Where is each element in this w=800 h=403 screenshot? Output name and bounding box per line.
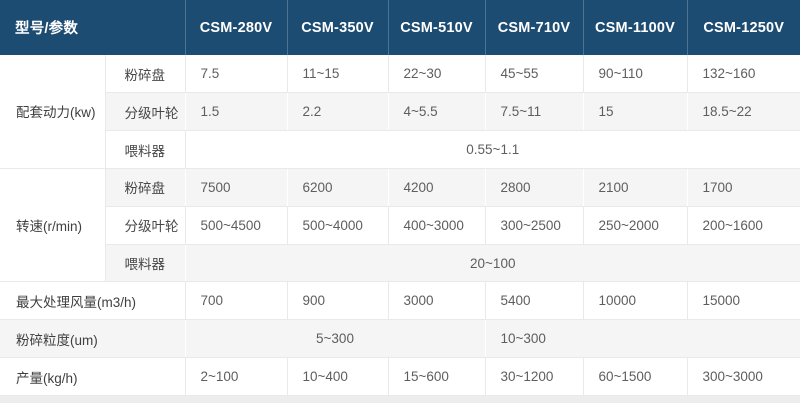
row-label-cell: 粉碎粒度(um) [0, 319, 186, 359]
value-cell: 11~15 [287, 55, 389, 94]
value-cell: 300~3000 [687, 357, 800, 396]
table-row: 配套动力(kw) 粉碎盘 7.5 11~15 22~30 45~55 90~11… [0, 55, 800, 169]
value-cell: 7.5 [185, 55, 288, 94]
value-cell: 15~600 [388, 357, 486, 396]
value-cell: 7.5~11 [485, 92, 584, 132]
table-row: 粉碎粒度(um) 5~300 10~300 [0, 319, 800, 359]
value-cell: 7500 [185, 168, 288, 207]
sub-label-cell: 粉碎盘 [105, 168, 186, 207]
value-cell: 2.2 [287, 92, 389, 132]
value-cell: 2~100 [185, 357, 288, 396]
value-cell: 6200 [287, 168, 389, 207]
span-value-cell: 5~300 [185, 319, 486, 359]
span-value-cell: 20~100 [185, 244, 800, 283]
value-cell: 900 [287, 281, 389, 321]
model-column-header: CSM-280V [184, 0, 287, 55]
value-cell: 60~1500 [583, 357, 688, 396]
span-value-cell: 10~300 [485, 319, 800, 359]
value-cell: 1.5 [185, 92, 288, 132]
group-label-cell: 转速(r/min) [0, 168, 106, 283]
header-row: 型号/参数 CSM-280V CSM-350V CSM-510V CSM-710… [0, 0, 800, 55]
value-cell: 250~2000 [583, 206, 688, 245]
value-cell: 700 [185, 281, 288, 321]
value-cell: 5400 [485, 281, 584, 321]
value-cell: 400~3000 [388, 206, 486, 245]
sub-label-cell: 分级叶轮 [105, 92, 186, 132]
value-cell: 132~160 [687, 55, 800, 94]
value-cell: 2100 [583, 168, 688, 207]
sub-label-cell: 喂料器 [105, 130, 186, 169]
value-cell: 10000 [583, 281, 688, 321]
value-cell: 300~2500 [485, 206, 584, 245]
model-column-header: CSM-1250V [686, 0, 800, 55]
row-label-cell: 产量(kg/h) [0, 357, 186, 396]
model-column-header: CSM-1100V [582, 0, 687, 55]
table-row: 最大处理风量(m3/h) 700 900 3000 5400 10000 150… [0, 281, 800, 321]
header-param-label: 型号/参数 [0, 0, 185, 55]
sub-label-cell: 粉碎盘 [105, 55, 186, 94]
sub-label-cell: 分级叶轮 [105, 206, 186, 245]
table-row: 分级叶轮 1.5 2.2 4~5.5 7.5~11 15 18.5~22 [0, 92, 800, 132]
span-value-cell: 0.55~1.1 [185, 130, 800, 169]
value-cell: 1700 [687, 168, 800, 207]
value-cell: 3000 [388, 281, 486, 321]
table-row: 分级叶轮 500~4500 500~4000 400~3000 300~2500… [0, 206, 800, 245]
value-cell: 15000 [687, 281, 800, 321]
table-row: 转速(r/min) 粉碎盘 7500 6200 4200 2800 2100 1… [0, 168, 800, 283]
table-row: 产量(kg/h) 2~100 10~400 15~600 30~1200 60~… [0, 357, 800, 396]
value-cell: 45~55 [485, 55, 584, 94]
value-cell: 200~1600 [687, 206, 800, 245]
model-column-header: CSM-350V [286, 0, 388, 55]
value-cell: 18.5~22 [687, 92, 800, 132]
model-column-header: CSM-710V [484, 0, 583, 55]
value-cell: 4~5.5 [388, 92, 486, 132]
table-row: 喂料器 20~100 [0, 244, 800, 283]
value-cell: 500~4500 [185, 206, 288, 245]
value-cell: 2800 [485, 168, 584, 207]
table-row: 喂料器 0.55~1.1 [0, 130, 800, 169]
value-cell: 4200 [388, 168, 486, 207]
group-label-cell: 配套动力(kw) [0, 55, 106, 169]
value-cell: 10~400 [287, 357, 389, 396]
value-cell: 500~4000 [287, 206, 389, 245]
value-cell: 30~1200 [485, 357, 584, 396]
value-cell: 15 [583, 92, 688, 132]
sub-label-cell: 喂料器 [105, 244, 186, 283]
value-cell: 90~110 [583, 55, 688, 94]
value-cell: 22~30 [388, 55, 486, 94]
row-label-cell: 最大处理风量(m3/h) [0, 281, 186, 321]
model-column-header: CSM-510V [387, 0, 485, 55]
